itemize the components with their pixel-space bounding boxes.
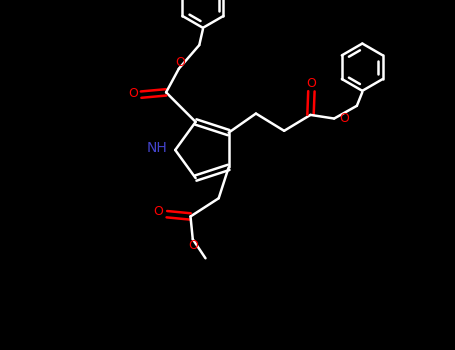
Text: O: O <box>339 112 349 125</box>
Text: O: O <box>175 56 185 69</box>
Text: NH: NH <box>147 141 167 155</box>
Text: O: O <box>128 87 138 100</box>
Text: O: O <box>307 77 316 91</box>
Text: O: O <box>189 239 199 252</box>
Text: O: O <box>154 205 164 218</box>
